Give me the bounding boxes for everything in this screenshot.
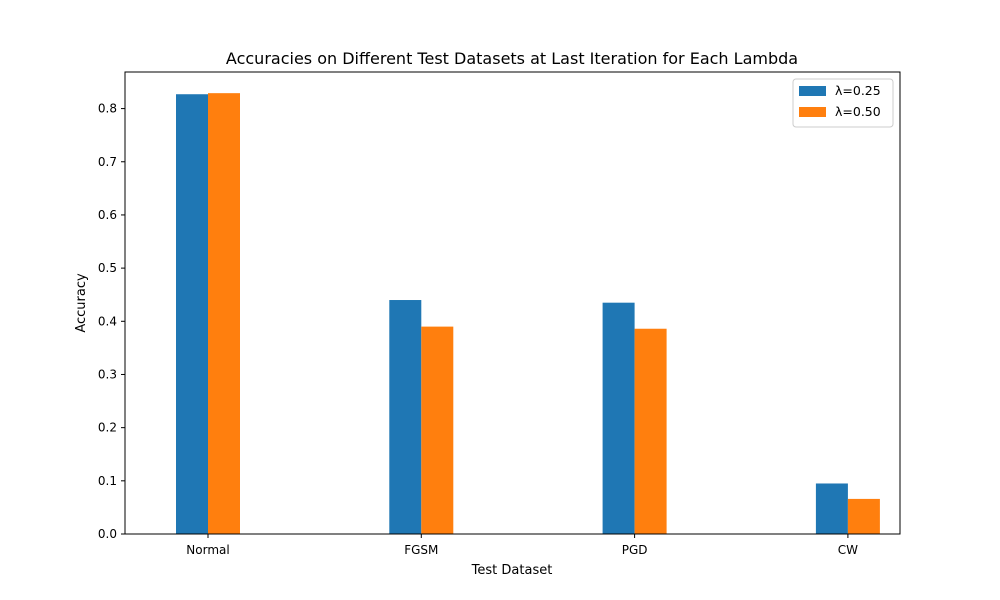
bars-group xyxy=(176,93,880,534)
legend-label-series-2: λ=0.50 xyxy=(835,104,881,119)
bar-normal-series-1 xyxy=(176,94,208,534)
bar-cw-series-2 xyxy=(847,498,880,534)
y-tick-label: 0.3 xyxy=(98,367,117,381)
bar-normal-series-2 xyxy=(208,93,240,534)
y-tick-label: 0.1 xyxy=(98,474,117,488)
y-tick-label: 0.0 xyxy=(98,527,117,541)
y-tick-label: 0.2 xyxy=(98,421,117,435)
x-tick-label-cw: CW xyxy=(838,543,858,557)
y-tick-label: 0.5 xyxy=(98,261,117,275)
legend-label-series-1: λ=0.25 xyxy=(835,83,881,98)
legend-swatch-series-1 xyxy=(799,86,826,96)
legend: λ=0.25 λ=0.50 xyxy=(792,78,894,128)
x-tick-label-normal: Normal xyxy=(186,543,229,557)
plot-area-frame xyxy=(124,71,901,535)
y-axis: 0.0 0.1 0.2 0.3 0.4 0.5 0.6 0.7 0.8 xyxy=(98,102,125,541)
y-tick-label: 0.7 xyxy=(98,155,117,169)
bar-cw-series-1 xyxy=(815,483,848,534)
bar-fgsm-series-2 xyxy=(421,326,454,534)
x-axis-label: Test Dataset xyxy=(471,563,553,578)
y-axis-label: Accuracy xyxy=(74,273,89,333)
x-tick-label-fgsm: FGSM xyxy=(404,543,438,557)
x-axis: Normal FGSM PGD CW xyxy=(186,534,858,557)
chart-title: Accuracies on Different Test Datasets at… xyxy=(226,49,798,68)
y-tick-label: 0.4 xyxy=(98,314,117,328)
x-tick-label-pgd: PGD xyxy=(622,543,648,557)
y-tick-label: 0.8 xyxy=(98,102,117,116)
bar-pgd-series-1 xyxy=(602,302,635,534)
bar-pgd-series-2 xyxy=(634,328,667,534)
legend-swatch-series-2 xyxy=(799,107,826,117)
y-tick-label: 0.6 xyxy=(98,208,117,222)
bar-fgsm-series-1 xyxy=(389,300,422,534)
